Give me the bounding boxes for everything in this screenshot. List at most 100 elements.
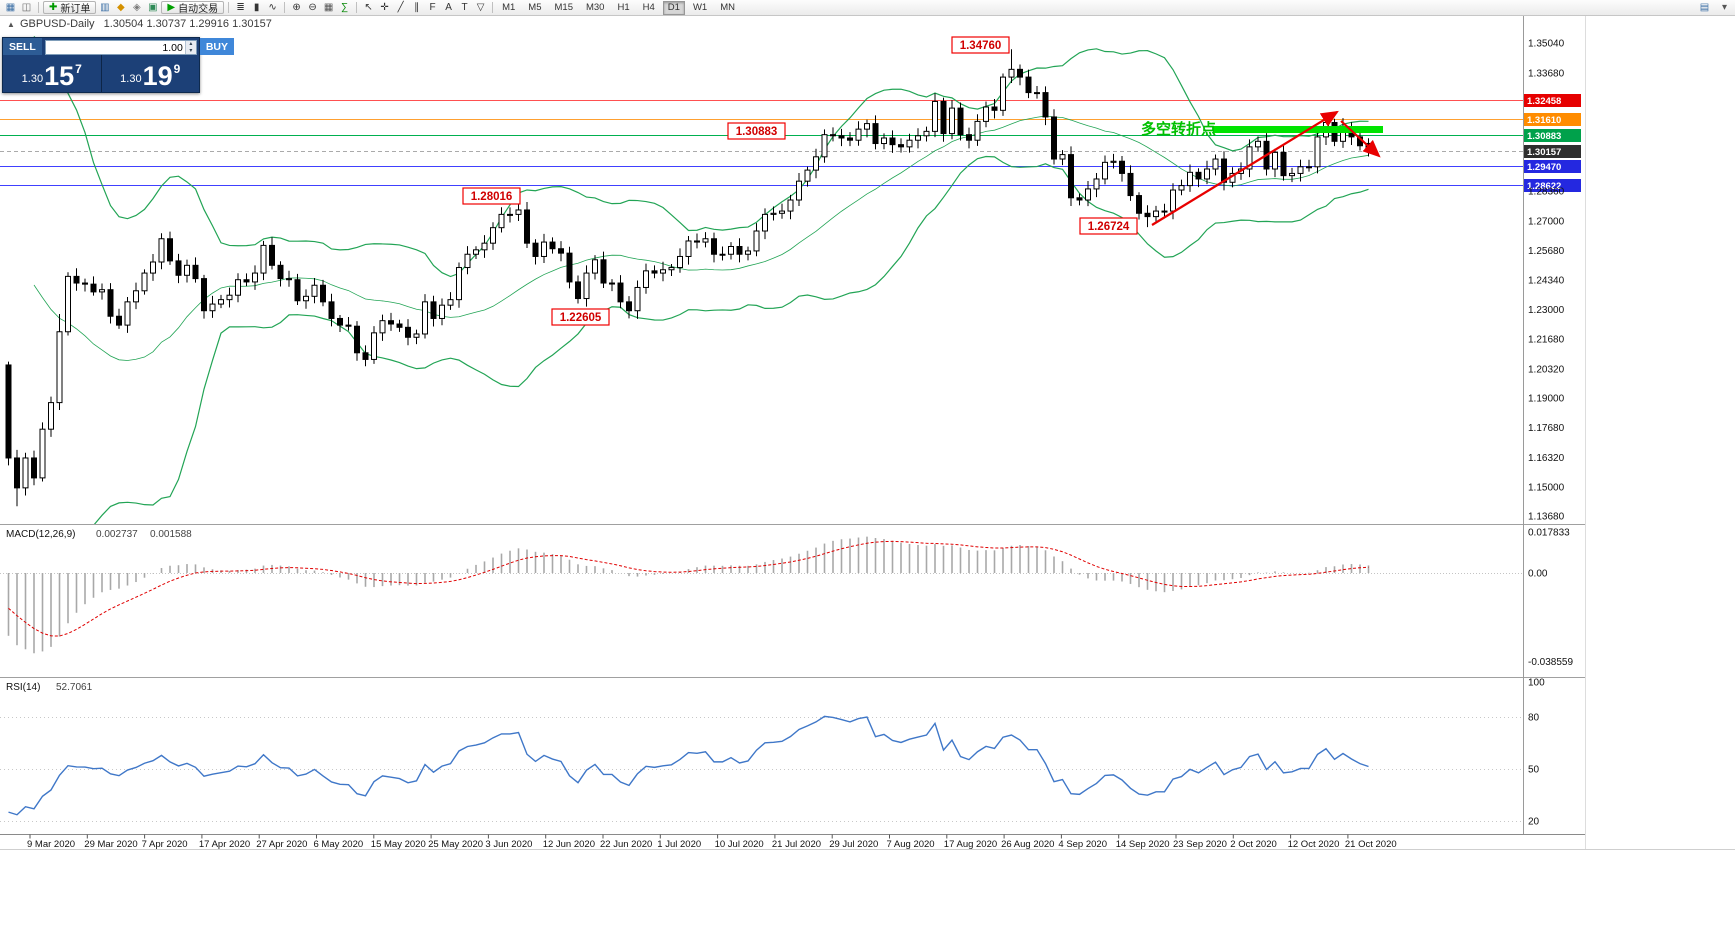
cursor-icon[interactable]: ↖ bbox=[364, 1, 373, 13]
toolbar-overflow-icon[interactable]: ▾ bbox=[1721, 1, 1728, 13]
autotrading-button[interactable]: ▶ 自动交易 bbox=[161, 1, 225, 15]
svg-text:1.24340: 1.24340 bbox=[1528, 275, 1565, 286]
svg-text:1.34760: 1.34760 bbox=[960, 40, 1002, 52]
price-callout[interactable]: 1.26724 bbox=[1079, 217, 1138, 235]
one-click-trading-panel: SELL ▴ ▾ BUY 1.30 15 7 1.30 19 9 bbox=[2, 37, 235, 93]
svg-text:9 Mar 2020: 9 Mar 2020 bbox=[27, 839, 75, 850]
new-order-button[interactable]: ✚ 新订单 bbox=[43, 1, 97, 15]
sell-price[interactable]: 1.30 15 7 bbox=[3, 55, 101, 92]
timeframe-w1[interactable]: W1 bbox=[692, 1, 708, 13]
price-callout[interactable]: 1.28016 bbox=[462, 187, 521, 205]
svg-text:2 Oct 2020: 2 Oct 2020 bbox=[1230, 839, 1276, 850]
volume-up-icon[interactable]: ▴ bbox=[185, 41, 196, 48]
price-axis: 1.324581.316101.308831.301571.294701.286… bbox=[0, 14, 1735, 850]
svg-text:1.15000: 1.15000 bbox=[1528, 482, 1565, 493]
svg-text:1.33680: 1.33680 bbox=[1528, 69, 1565, 80]
autotrading-button-label: 自动交易 bbox=[178, 4, 219, 15]
tile-windows-icon[interactable]: ▦ bbox=[323, 1, 334, 13]
bollinger-bands bbox=[33, 36, 1369, 524]
volume-spinner: ▴ ▾ bbox=[184, 41, 196, 54]
svg-text:1.20320: 1.20320 bbox=[1528, 364, 1565, 375]
horizontal-level-lines[interactable] bbox=[0, 100, 1523, 186]
data-window-icon[interactable]: ◈ bbox=[133, 1, 141, 13]
bar-chart-mode-icon[interactable]: ≣ bbox=[236, 1, 245, 13]
trendline-icon[interactable]: ╱ bbox=[397, 1, 404, 13]
turning-point-zone[interactable] bbox=[1213, 126, 1383, 133]
svg-text:0.001588: 0.001588 bbox=[150, 529, 192, 540]
zoom-out-icon[interactable]: ⊖ bbox=[308, 1, 317, 13]
svg-text:1.27000: 1.27000 bbox=[1528, 217, 1565, 228]
market-watch-icon[interactable]: ▥ bbox=[100, 1, 110, 13]
price-level-tag: 1.30883 bbox=[1524, 129, 1581, 142]
svg-text:14 Sep 2020: 14 Sep 2020 bbox=[1116, 839, 1170, 850]
timeframe-d1[interactable]: D1 bbox=[662, 0, 685, 15]
trend-arrow[interactable] bbox=[1340, 120, 1381, 158]
svg-text:RSI(14): RSI(14) bbox=[6, 682, 40, 693]
text-icon[interactable]: A bbox=[445, 1, 452, 13]
svg-text:1.28622: 1.28622 bbox=[1527, 181, 1561, 192]
chart-window-icon[interactable]: ▦ bbox=[5, 1, 16, 13]
text-label-icon[interactable]: T bbox=[461, 1, 468, 13]
new-order-button-label: 新订单 bbox=[60, 4, 91, 15]
sell-button[interactable]: SELL bbox=[3, 38, 42, 55]
timeframe-mn[interactable]: MN bbox=[720, 1, 735, 13]
svg-text:10 Jul 2020: 10 Jul 2020 bbox=[715, 839, 764, 850]
svg-text:25 May 2020: 25 May 2020 bbox=[428, 839, 483, 850]
date-axis: 9 Mar 2020 29 Mar 2020 7 Apr 2020 17 Apr 20… bbox=[27, 834, 1397, 850]
fibonacci-icon[interactable]: F bbox=[429, 1, 436, 13]
svg-text:1.30883: 1.30883 bbox=[1527, 131, 1561, 142]
svg-text:1.30883: 1.30883 bbox=[736, 126, 778, 138]
chart-title: ▲ GBPUSD-Daily 1.30504 1.30737 1.29916 1… bbox=[7, 18, 272, 30]
toolbar-items: ▦ ◫ ✚ 新订单 ▥ ◆ ◈ ▣ ▶ 自动交易 ≣ ▮ ∿ ⊕ ⊖ ▦ ∑ ↖ ✛ ╱ ∥ F A T ▽ bbox=[3, 1, 496, 15]
svg-text:1.25680: 1.25680 bbox=[1528, 246, 1565, 257]
svg-text:1.17680: 1.17680 bbox=[1528, 423, 1565, 434]
buy-price-base: 1.30 bbox=[120, 73, 142, 85]
timeframe-m15[interactable]: M15 bbox=[554, 1, 573, 13]
timeframe-group: M1 M5 M15 M30 H1 H4 D1 W1 MN bbox=[496, 0, 741, 15]
trend-arrow[interactable] bbox=[1151, 110, 1339, 226]
alerts-icon[interactable]: ◆ bbox=[117, 1, 125, 13]
timeframe-m1[interactable]: M1 bbox=[502, 1, 516, 13]
indicators-icon[interactable]: ∑ bbox=[341, 1, 349, 13]
price-callout[interactable]: 1.34760 bbox=[951, 36, 1010, 54]
timeframe-h1[interactable]: H1 bbox=[617, 1, 630, 13]
svg-text:12 Oct 2020: 12 Oct 2020 bbox=[1288, 839, 1340, 850]
navigator-icon[interactable]: ▣ bbox=[148, 1, 158, 13]
autotrading-button-glyph: ▶ bbox=[167, 2, 176, 13]
price-callout[interactable]: 1.30883 bbox=[727, 122, 786, 140]
toolbar-separator bbox=[356, 2, 358, 13]
candlestick-mode-icon[interactable]: ▮ bbox=[253, 1, 260, 13]
arrows-icon[interactable]: ▽ bbox=[476, 1, 485, 13]
toolbar-separator bbox=[38, 2, 39, 13]
zoom-in-icon[interactable]: ⊕ bbox=[292, 1, 301, 13]
svg-text:1.23000: 1.23000 bbox=[1528, 305, 1565, 316]
equidistant-channel-icon[interactable]: ∥ bbox=[414, 1, 420, 13]
turning-point-label[interactable]: 多空转折点 bbox=[1141, 120, 1216, 138]
chart-annotations[interactable]: 多空转折点 1.34760 1.30883 1.28016 1.26724 1.22605 bbox=[462, 36, 1383, 326]
svg-text:29 Mar 2020: 29 Mar 2020 bbox=[84, 839, 137, 850]
chart-symbol-period: GBPUSD-Daily bbox=[19, 18, 95, 30]
svg-text:50: 50 bbox=[1528, 765, 1540, 776]
sell-price-sup: 7 bbox=[75, 62, 82, 76]
price-callout[interactable]: 1.22605 bbox=[551, 308, 610, 326]
volume-input[interactable] bbox=[45, 41, 185, 54]
buy-price[interactable]: 1.30 19 9 bbox=[102, 55, 200, 92]
svg-text:1.30157: 1.30157 bbox=[1527, 147, 1561, 158]
svg-text:20: 20 bbox=[1528, 817, 1540, 828]
buy-button[interactable]: BUY bbox=[199, 38, 235, 55]
line-chart-mode-icon[interactable]: ∿ bbox=[268, 1, 277, 13]
timeframe-m5[interactable]: M5 bbox=[528, 1, 542, 13]
timeframe-m30[interactable]: M30 bbox=[585, 1, 605, 13]
timeframe-h4[interactable]: H4 bbox=[642, 1, 655, 13]
svg-text:26 Aug 2020: 26 Aug 2020 bbox=[1001, 839, 1054, 850]
svg-text:0.00: 0.00 bbox=[1528, 569, 1548, 580]
crosshair-icon[interactable]: ✛ bbox=[380, 1, 389, 13]
profiles-icon[interactable]: ◫ bbox=[21, 1, 32, 13]
svg-text:7 Apr 2020: 7 Apr 2020 bbox=[142, 839, 188, 850]
svg-text:17 Aug 2020: 17 Aug 2020 bbox=[944, 839, 997, 850]
volume-down-icon[interactable]: ▾ bbox=[185, 47, 196, 54]
svg-text:80: 80 bbox=[1528, 712, 1540, 723]
toolbar-options-icon[interactable]: ▤ bbox=[1699, 1, 1710, 13]
svg-text:MACD(12,26,9): MACD(12,26,9) bbox=[6, 529, 75, 540]
